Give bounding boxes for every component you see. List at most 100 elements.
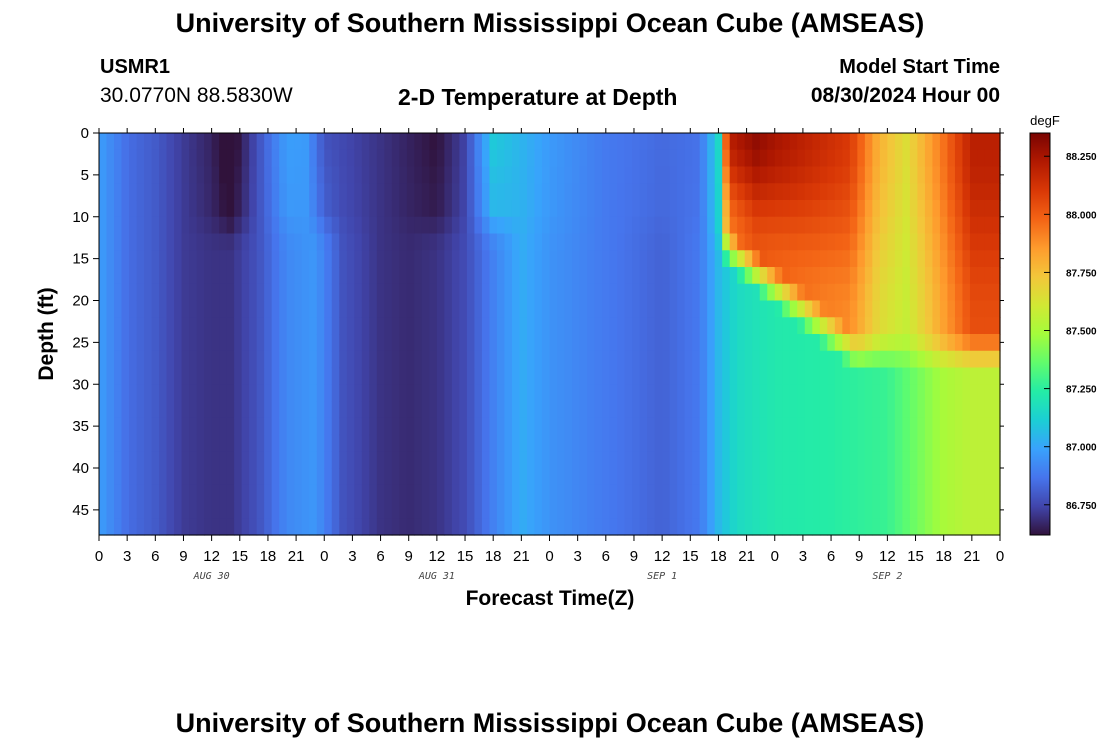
heatmap-cell (737, 417, 746, 436)
heatmap-cell (939, 250, 949, 268)
heatmap-cell (984, 334, 994, 352)
heatmap-cell (219, 417, 228, 436)
heatmap-cell (526, 384, 536, 402)
heatmap-cell (376, 216, 385, 235)
heatmap-cell (316, 200, 325, 218)
heatmap-cell (789, 133, 798, 151)
heatmap-cell (399, 334, 408, 352)
heatmap-cell (159, 216, 168, 235)
heatmap-cell (144, 166, 153, 184)
x-tick-label: 21 (964, 548, 981, 565)
heatmap-cell (692, 384, 701, 402)
heatmap-cell (354, 149, 363, 168)
heatmap-cell (789, 233, 798, 251)
heatmap-cell (932, 233, 941, 251)
heatmap-cell (759, 250, 768, 268)
heatmap-cell (804, 384, 813, 402)
heatmap-cell (346, 350, 355, 369)
heatmap-cell (722, 401, 731, 419)
heatmap-cell (729, 267, 738, 285)
heatmap-cell (99, 133, 108, 151)
heatmap-cell (474, 216, 483, 235)
heatmap-cell (954, 250, 964, 268)
heatmap-cell (121, 283, 130, 302)
heatmap-cell (677, 334, 686, 352)
heatmap-cell (534, 133, 543, 151)
heatmap-cell (399, 518, 408, 536)
heatmap-cell (421, 434, 430, 452)
heatmap-cell (752, 417, 761, 436)
heatmap-cell (181, 300, 190, 318)
heatmap-cell (309, 250, 318, 268)
heatmap-cell (219, 434, 228, 452)
heatmap-cell (406, 133, 415, 151)
heatmap-cell (459, 183, 468, 201)
heatmap-cell (647, 350, 656, 369)
heatmap-cell (782, 166, 791, 184)
heatmap-cell (481, 317, 491, 335)
heatmap-cell (339, 484, 348, 503)
heatmap-cell (369, 417, 378, 436)
heatmap-cell (827, 484, 836, 503)
heatmap-cell (594, 334, 603, 352)
heatmap-cell (309, 334, 318, 352)
heatmap-cell (722, 334, 731, 352)
heatmap-cell (106, 501, 115, 519)
heatmap-cell (632, 149, 641, 168)
heatmap-cell (421, 183, 430, 201)
heatmap-cell (699, 384, 708, 402)
heatmap-cell (316, 350, 325, 369)
heatmap-cell (909, 468, 919, 486)
heatmap-cell (256, 334, 265, 352)
heatmap-cell (729, 149, 738, 168)
heatmap-cell (767, 468, 776, 486)
heatmap-cell (924, 401, 934, 419)
heatmap-cell (361, 317, 370, 335)
heatmap-cell (264, 468, 273, 486)
heatmap-cell (842, 468, 851, 486)
heatmap-cell (249, 283, 258, 302)
heatmap-cell (286, 501, 295, 519)
heatmap-cell (301, 166, 310, 184)
heatmap-cell (474, 367, 483, 385)
heatmap-cell (744, 200, 753, 218)
heatmap-cell (151, 401, 160, 419)
heatmap-cell (354, 233, 363, 251)
heatmap-cell (234, 334, 243, 352)
heatmap-cell (129, 149, 138, 168)
heatmap-cell (602, 484, 611, 503)
heatmap-cell (451, 216, 460, 235)
heatmap-cell (129, 417, 138, 436)
heatmap-cell (984, 451, 994, 469)
heatmap-cell (722, 384, 731, 402)
heatmap-cell (406, 283, 415, 302)
heatmap-cell (947, 384, 956, 402)
heatmap-cell (429, 133, 438, 151)
heatmap-cell (429, 484, 438, 503)
heatmap-cell (406, 317, 415, 335)
heatmap-cell (572, 367, 581, 385)
heatmap-cell (579, 283, 588, 302)
heatmap-cell (159, 267, 168, 285)
heatmap-cell (774, 283, 783, 302)
heatmap-cell (474, 149, 483, 168)
heatmap-cell (977, 317, 986, 335)
heatmap-cell (737, 233, 746, 251)
heatmap-cell (647, 166, 656, 184)
heatmap-cell (924, 133, 934, 151)
heatmap-cell (166, 334, 175, 352)
heatmap-cell (849, 451, 858, 469)
heatmap-cell (707, 417, 716, 436)
heatmap-cell (204, 501, 213, 519)
heatmap-cell (789, 501, 798, 519)
heatmap-cell (226, 300, 235, 318)
heatmap-cell (744, 283, 753, 302)
heatmap-cell (692, 183, 701, 201)
heatmap-cell (984, 417, 994, 436)
heatmap-cell (159, 350, 168, 369)
heatmap-cell (782, 200, 791, 218)
heatmap-cell (654, 484, 663, 503)
heatmap-cell (534, 334, 543, 352)
heatmap-cell (969, 267, 979, 285)
heatmap-cell (819, 283, 828, 302)
